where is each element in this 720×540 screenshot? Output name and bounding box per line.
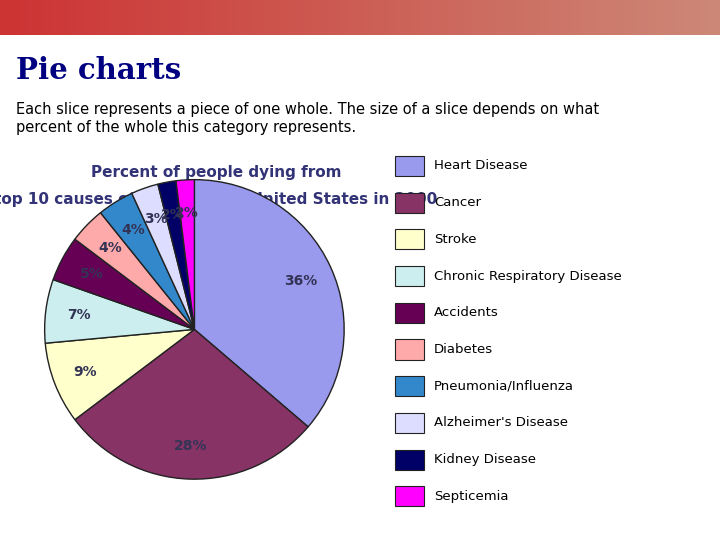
Wedge shape bbox=[101, 193, 194, 329]
Bar bbox=[395, 302, 425, 323]
Text: Pneumonia/Influenza: Pneumonia/Influenza bbox=[434, 380, 574, 393]
Text: Septicemia: Septicemia bbox=[434, 490, 508, 503]
Text: 4%: 4% bbox=[121, 223, 145, 237]
Wedge shape bbox=[176, 180, 194, 329]
Text: Alzheimer's Disease: Alzheimer's Disease bbox=[434, 416, 568, 429]
Bar bbox=[395, 192, 425, 213]
Text: 36%: 36% bbox=[284, 274, 317, 288]
Bar bbox=[395, 376, 425, 396]
Text: Pie charts: Pie charts bbox=[16, 56, 181, 85]
Text: 9%: 9% bbox=[73, 364, 97, 379]
Bar bbox=[395, 486, 425, 507]
Text: Cancer: Cancer bbox=[434, 196, 481, 209]
Bar bbox=[395, 229, 425, 249]
Text: 2%: 2% bbox=[161, 207, 185, 221]
Text: Heart Disease: Heart Disease bbox=[434, 159, 528, 172]
Wedge shape bbox=[53, 239, 194, 329]
Text: 3%: 3% bbox=[144, 212, 167, 226]
Text: Accidents: Accidents bbox=[434, 306, 499, 319]
Text: Each slice represents a piece of one whole. The size of a slice depends on what
: Each slice represents a piece of one who… bbox=[16, 103, 599, 135]
Wedge shape bbox=[75, 329, 308, 479]
Wedge shape bbox=[45, 280, 194, 343]
Wedge shape bbox=[158, 181, 194, 329]
Text: 7%: 7% bbox=[67, 308, 90, 322]
Text: Chronic Respiratory Disease: Chronic Respiratory Disease bbox=[434, 269, 622, 282]
Text: 4%: 4% bbox=[99, 241, 122, 255]
Bar bbox=[395, 156, 425, 176]
Bar bbox=[395, 340, 425, 360]
Text: Diabetes: Diabetes bbox=[434, 343, 493, 356]
Bar bbox=[395, 413, 425, 433]
Text: 28%: 28% bbox=[174, 439, 207, 453]
Wedge shape bbox=[75, 213, 194, 329]
Wedge shape bbox=[194, 180, 344, 427]
Wedge shape bbox=[132, 184, 194, 329]
Bar bbox=[395, 449, 425, 470]
Text: 2%: 2% bbox=[176, 206, 199, 220]
Text: Stroke: Stroke bbox=[434, 233, 477, 246]
Text: Kidney Disease: Kidney Disease bbox=[434, 453, 536, 466]
Text: 5%: 5% bbox=[80, 267, 104, 281]
Text: Percent of people dying from: Percent of people dying from bbox=[91, 165, 341, 180]
Bar bbox=[395, 266, 425, 286]
Text: top 10 causes of death in the United States in 2000: top 10 causes of death in the United Sta… bbox=[0, 192, 438, 207]
Wedge shape bbox=[45, 329, 194, 420]
